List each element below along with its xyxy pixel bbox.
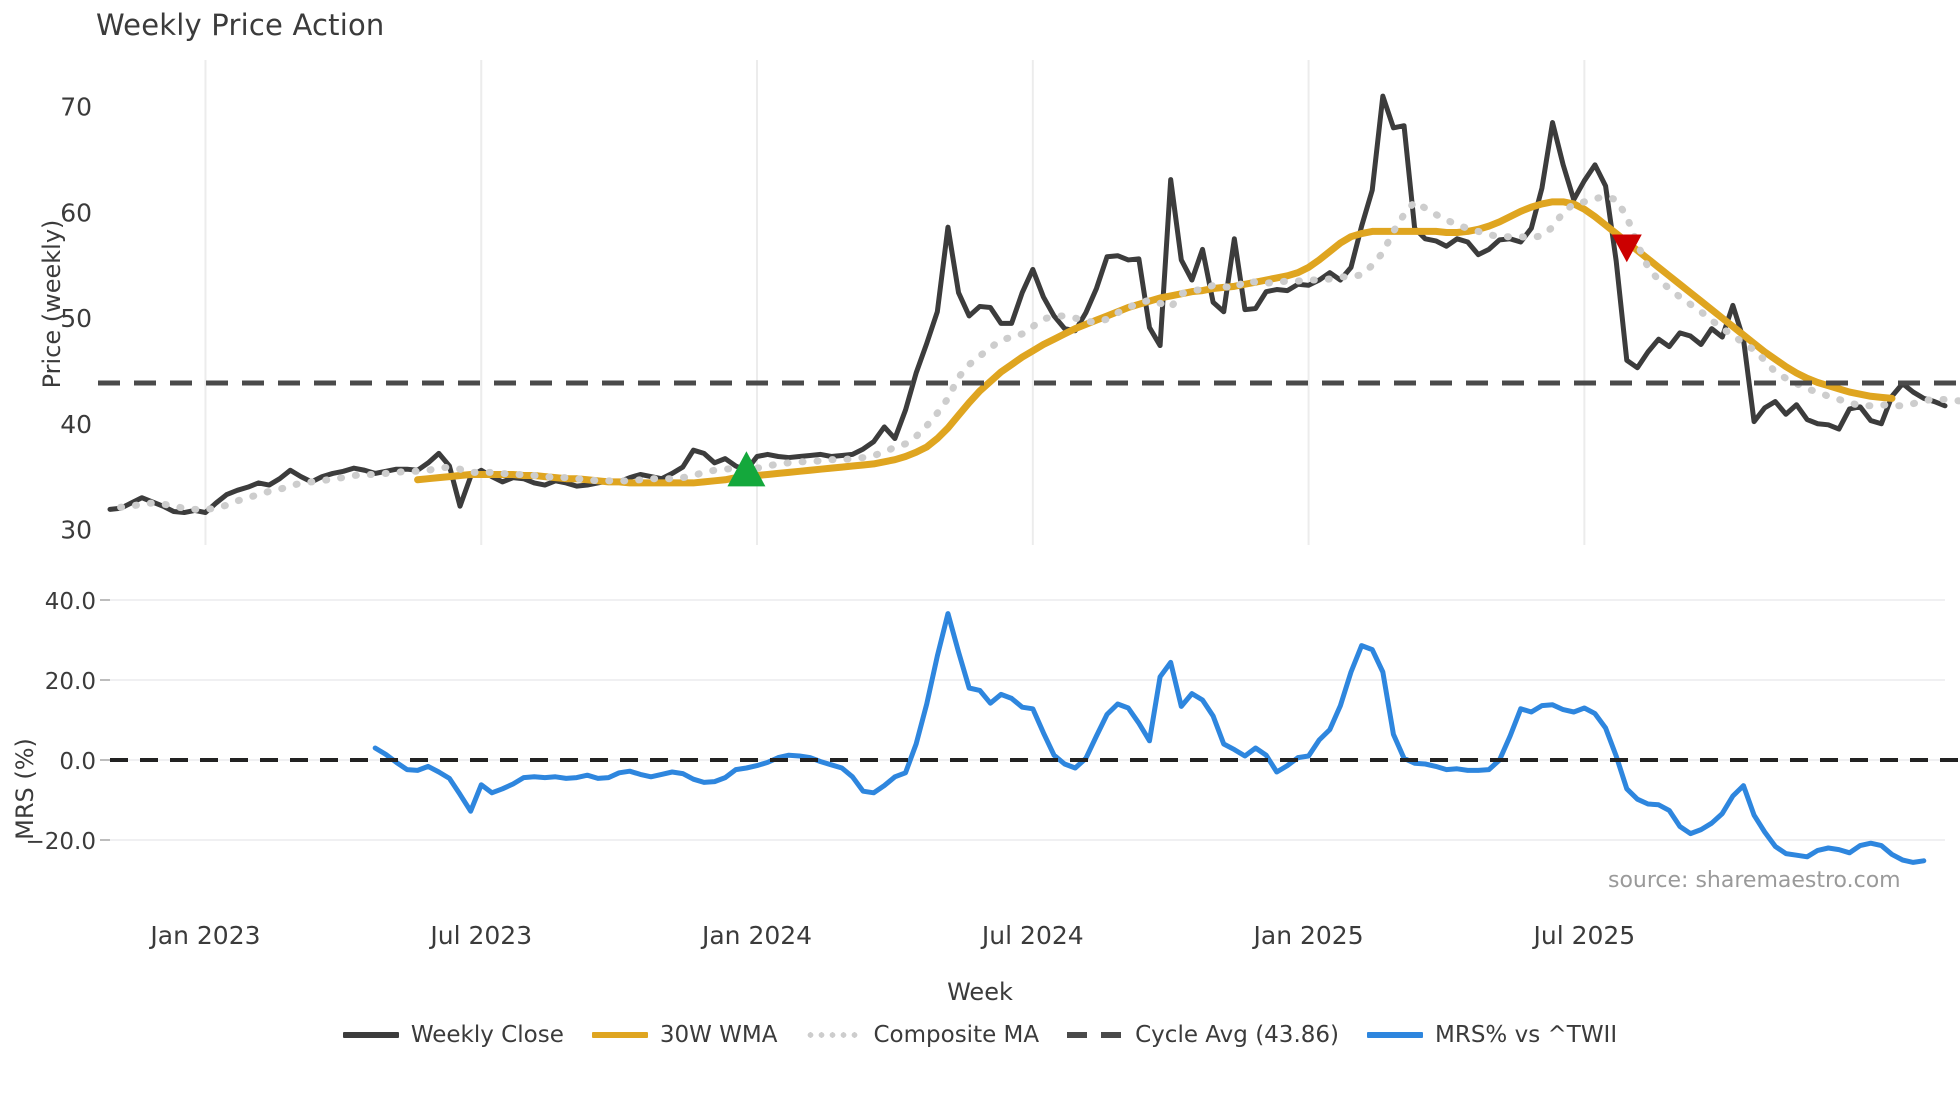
mrs-y-ticklabels: −20.0 0.0 20.0 40.0 — [26, 589, 110, 855]
price-series-group — [107, 93, 1960, 516]
x-tick-label: Jan 2025 — [1252, 921, 1364, 950]
legend-label: MRS% vs ^TWII — [1435, 1022, 1618, 1048]
line-swatch-solid — [591, 1026, 648, 1044]
mrs-ytick-label: −20.0 — [26, 829, 96, 855]
x-tick-label: Jul 2025 — [1531, 921, 1635, 950]
price-axis-label: Price (weekly) — [38, 219, 66, 389]
x-tick-label: Jan 2023 — [148, 921, 260, 950]
buy-marker — [727, 451, 766, 487]
x-tick-label: Jul 2023 — [428, 921, 532, 950]
legend-item[interactable]: Cycle Avg (43.86) — [1067, 1022, 1339, 1048]
chart-legend: Weekly Close 30W WMA Composite MA Cycle Avg… — [0, 1022, 1960, 1048]
line-swatch-dashed — [1067, 1026, 1124, 1044]
legend-label: Cycle Avg (43.86) — [1135, 1022, 1339, 1048]
legend-label: 30W WMA — [659, 1022, 778, 1048]
line-swatch-dotted — [805, 1026, 862, 1044]
mrs-gridlines — [110, 599, 1945, 841]
price-ytick-label: 40 — [60, 410, 92, 439]
x-ticklabels: Jan 2023 Jul 2023 Jan 2024 Jul 2024 Jan 2025… — [148, 921, 1635, 950]
price-gridlines — [204, 60, 1586, 545]
line-swatch-solid — [1367, 1026, 1423, 1044]
price-ytick-label: 60 — [60, 198, 92, 227]
price-ytick-label: 50 — [60, 304, 92, 333]
legend-label: Composite MA — [873, 1022, 1040, 1048]
legend-item[interactable]: Weekly Close — [342, 1022, 564, 1048]
mrs-ytick-label: 20.0 — [45, 669, 96, 695]
mrs-axis-label: MRS (%) — [11, 738, 39, 840]
signal-markers — [727, 234, 1642, 487]
series-composite-ma — [117, 193, 1960, 513]
series-weekly-close — [107, 93, 1948, 516]
legend-label: Weekly Close — [410, 1022, 564, 1048]
mrs-ytick-label: 40.0 — [45, 589, 96, 615]
series-mrs-vs-twii — [372, 611, 1927, 865]
price-ytick-label: 30 — [60, 515, 92, 544]
legend-item[interactable]: MRS% vs ^TWII — [1367, 1022, 1617, 1048]
mrs-series-group — [372, 611, 1927, 865]
source-watermark: source: sharemaestro.com — [1608, 868, 1901, 893]
x-tick-label: Jan 2024 — [700, 921, 812, 950]
x-axis-label: Week — [947, 978, 1013, 1006]
line-swatch-solid — [342, 1026, 399, 1044]
sell-marker — [1611, 234, 1642, 263]
x-tick-label: Jul 2024 — [980, 921, 1084, 950]
price-y-ticklabels: 30 40 50 60 70 — [60, 93, 92, 545]
series-30w-wma — [414, 198, 1896, 487]
legend-item[interactable]: Composite MA — [805, 1022, 1039, 1048]
page-title: Weekly Price Action — [96, 8, 385, 42]
mrs-ytick-label: 0.0 — [59, 749, 96, 775]
price-ytick-label: 70 — [60, 93, 92, 122]
legend-item[interactable]: 30W WMA — [591, 1022, 778, 1048]
